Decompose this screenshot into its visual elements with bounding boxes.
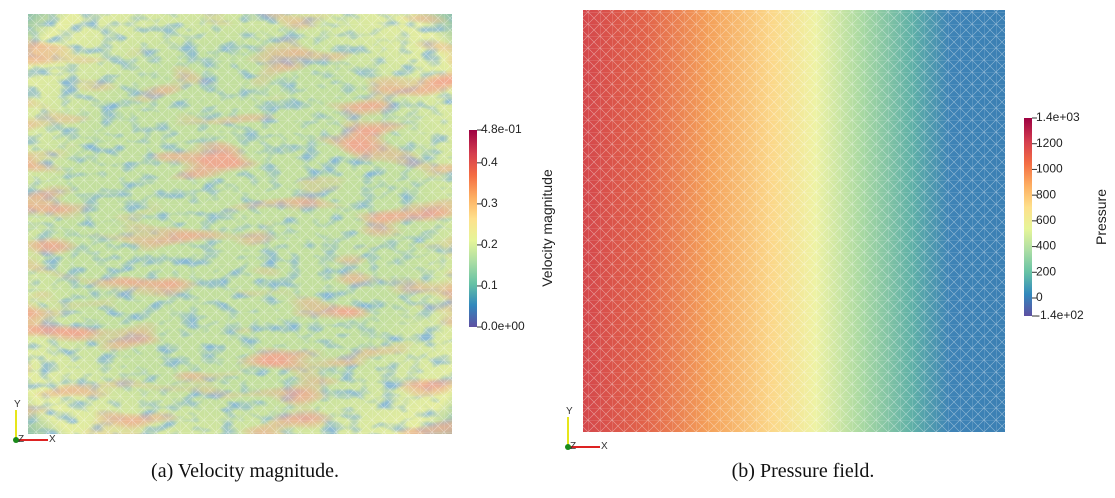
tick-label: -1.4e+02 (1036, 308, 1084, 322)
tick-label: 600 (1036, 213, 1056, 227)
axis-label: Z (570, 441, 576, 452)
axis-label: Y (566, 406, 573, 417)
colorbar-title: Velocity magnitude (539, 169, 555, 287)
tick-label: 0 (1036, 290, 1043, 304)
tick-label: 800 (1036, 187, 1056, 201)
tick-label: 200 (1036, 264, 1056, 278)
tick-label: 1.4e+03 (1036, 110, 1080, 124)
colorbar-title: Pressure (1093, 189, 1109, 245)
colorbar (1024, 118, 1032, 316)
axis-label: X (49, 434, 56, 445)
velocity-field (28, 14, 452, 434)
tick-label: 400 (1036, 239, 1056, 253)
tick-label: 4.8e-01 (481, 122, 522, 136)
colorbar (469, 130, 477, 327)
axis-label: Z (18, 434, 24, 445)
tick-label: 0.2 (481, 237, 498, 251)
axes-triad: Y Z X (565, 406, 608, 452)
caption: (a) Velocity magnitude. (151, 460, 339, 482)
tick-label: 0.1 (481, 278, 498, 292)
tick-label: 1000 (1036, 162, 1063, 176)
tick-label: 0.3 (481, 196, 498, 210)
tick-label: 0.0e+00 (481, 319, 525, 333)
axis-label: X (601, 441, 608, 452)
tick-label: 0.4 (481, 155, 498, 169)
tick-label: 1200 (1036, 136, 1063, 150)
pressure-field (583, 10, 1005, 432)
axes-triad: Y Z X (13, 399, 56, 445)
caption: (b) Pressure field. (732, 460, 875, 482)
axis-label: Y (14, 399, 21, 410)
